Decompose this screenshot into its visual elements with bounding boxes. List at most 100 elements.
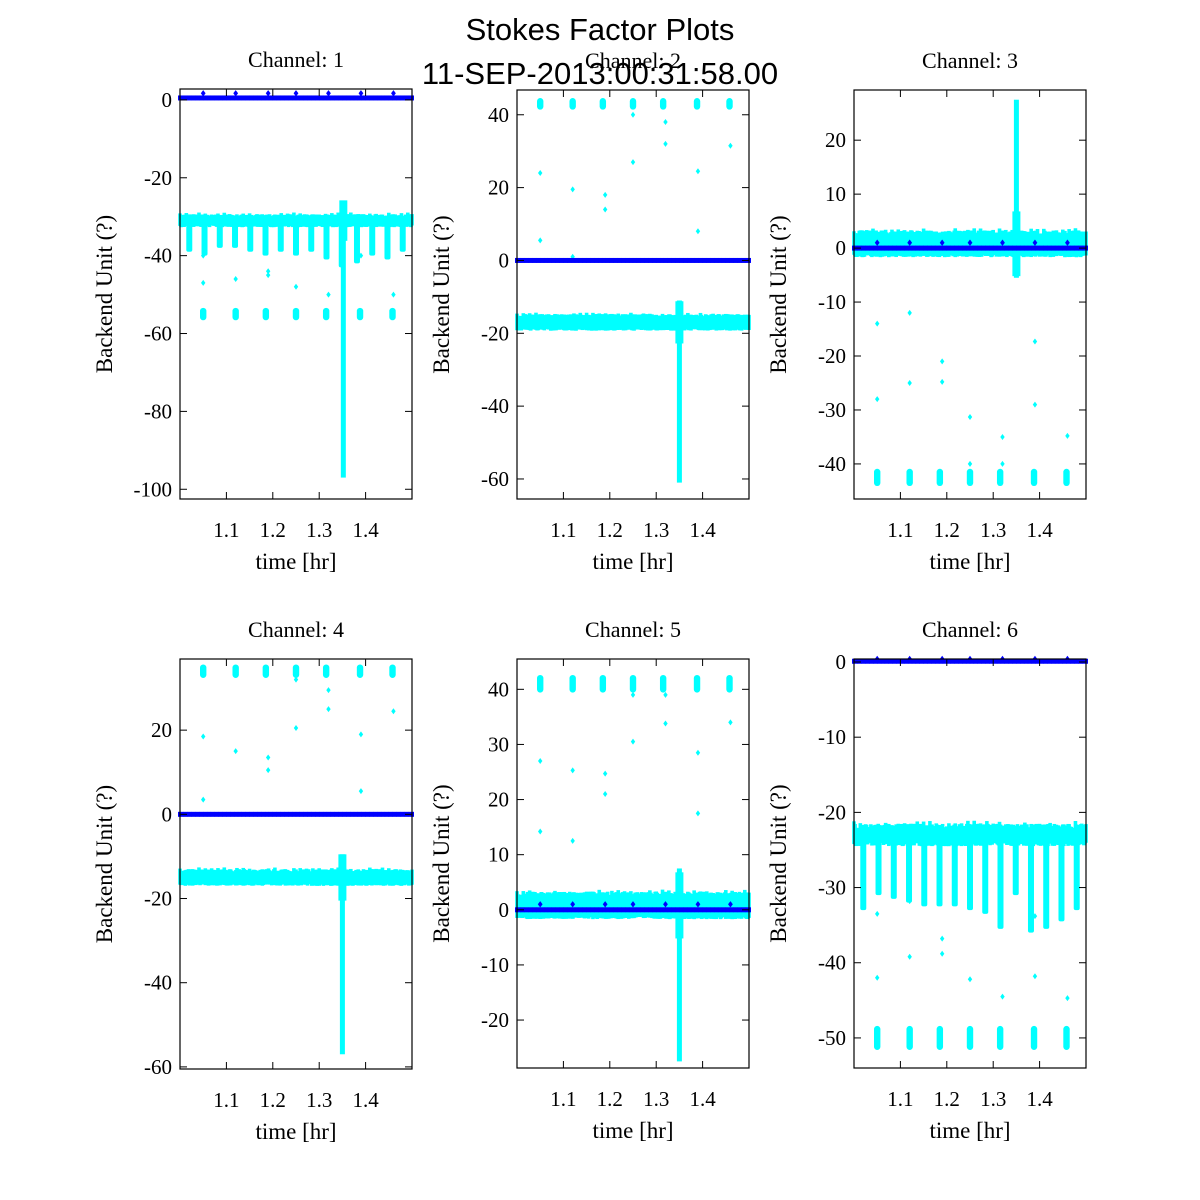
blue-series-point [197,811,202,817]
cyan-spike-mark [339,854,345,1055]
blue-series-point [522,907,527,913]
blue-series-point [402,95,407,101]
y-axis-label: Backend Unit (?) [429,784,454,942]
blue-series-point [704,907,709,913]
cyan-outlier-point [538,170,543,177]
cyan-outlier-point [663,119,668,126]
cyan-outlier-point [538,757,543,764]
blue-series-point [189,811,194,817]
cyan-outlier-point [293,283,299,290]
blue-series-point [933,658,937,664]
blue-bump-point [967,239,973,246]
blue-series-point [898,245,903,251]
panel-title: Channel: 4 [248,617,344,642]
y-tick-label: -20 [481,1008,509,1032]
cyan-outlier-point [201,279,206,286]
cyan-outlier-point [695,749,701,756]
blue-series-point [1045,658,1050,664]
blue-series-point [875,245,879,251]
blue-series-point [646,907,651,913]
blue-series-point [650,907,655,913]
cyan-outlier-point [1032,401,1038,408]
axes-frame [179,88,413,500]
blue-series-point [925,245,930,251]
blue-series-point [929,245,934,251]
blue-series-point [642,907,647,913]
cyan-outlier-point [907,309,912,316]
cyan-cluster-mark [906,1025,913,1050]
blue-series-point [669,907,674,913]
x-tick-label: 1.1 [213,518,239,542]
blue-series-point [387,811,391,817]
x-tick-label: 1.1 [887,1087,913,1111]
blue-series-point [534,257,539,264]
cyan-cluster-mark [292,307,300,321]
blue-series-point [867,658,872,664]
blue-series-point [910,245,914,251]
cyan-cluster-mark [659,674,667,693]
blue-series-point [619,907,624,913]
blue-series-point [298,95,302,101]
cyan-dip-mark [906,834,913,903]
cyan-cluster-mark [966,1025,974,1050]
blue-series-point [879,245,883,251]
cyan-outlier-point [967,460,973,467]
cyan-spike-mark [676,300,682,483]
blue-series-point [1049,245,1053,251]
blue-series-point [1010,658,1015,664]
blue-series-point [298,811,302,817]
blue-series-point [933,245,937,251]
blue-series-point [209,95,213,101]
blue-series-point [1022,245,1026,251]
blue-series-point [696,257,701,264]
blue-bump-point [358,90,364,97]
blue-series-point [263,95,267,101]
blue-series-point [1041,658,1046,664]
cyan-cluster-mark [537,98,544,110]
cyan-outlier-point [695,810,701,817]
blue-series-point [1003,245,1007,251]
blue-series-point [398,95,403,101]
blue-series-point [887,658,891,664]
blue-series-point [1072,245,1077,251]
blue-series-point [580,257,585,264]
cyan-dip-mark [369,220,376,256]
blue-series-point [716,257,720,264]
x-tick-label: 1.4 [352,518,379,542]
blue-bump-point [907,239,913,246]
blue-series-point [356,95,360,101]
plot-area [178,664,414,1055]
blue-bump-point [233,90,239,97]
blue-series-point [267,95,271,101]
blue-series-point [995,245,999,251]
blue-series-point [290,811,294,817]
blue-series-point [631,907,635,913]
cyan-outlier-point [201,796,206,803]
cyan-outlier-point [875,396,880,403]
blue-series-point [635,907,639,913]
cyan-dip-mark [277,220,284,252]
blue-series-point [983,245,988,251]
blue-series-point [642,257,647,264]
blue-series-point [956,245,961,251]
blue-series-point [371,811,376,817]
cyan-outlier-point [939,358,945,365]
cyan-cluster-mark [569,98,576,110]
blue-series-point [627,257,631,264]
blue-series-point [987,245,992,251]
blue-series-point [1064,245,1069,251]
cyan-dip-mark [1073,834,1080,911]
blue-series-point [224,811,229,817]
cyan-dip-mark [936,834,943,907]
blue-bump-point [939,239,945,246]
blue-series-point [553,257,558,264]
cyan-cluster-mark [262,664,270,678]
cyan-outlier-point [663,140,668,147]
y-tick-label: -30 [818,398,846,422]
blue-series-point [863,658,868,664]
cyan-outlier-point [728,719,733,726]
cyan-spike-mark [676,868,682,1062]
x-tick-label: 1.3 [980,518,1006,542]
blue-series-point [608,907,612,913]
x-axis-label: time [hr] [255,549,336,574]
